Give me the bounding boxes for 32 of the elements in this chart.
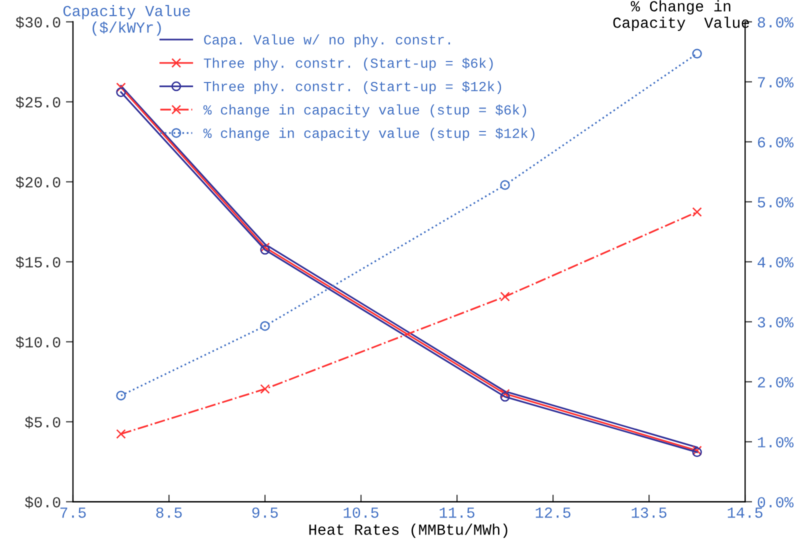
y-tick-label: $30.0: [16, 16, 60, 28]
y-tick-label: $15.0: [16, 256, 60, 268]
legend-label: Three phy. constr. (Start-up = $12k): [204, 81, 502, 94]
y2-tick-label: 8.0%: [758, 17, 794, 28]
legend-label: % change in capacity value (stup = $12k): [203, 128, 534, 141]
y-axis-title: Capacity Value ($/kWYr): [63, 5, 190, 36]
y-tick-label: $10.0: [16, 336, 60, 348]
legend-label: Capa. Value w/ no phy. constr.: [204, 34, 450, 48]
x-axis-title: Heat Rates (MMBtu/MWh): [309, 524, 508, 538]
y-tick-label: $25.0: [16, 96, 60, 108]
x-tick-label: 10.5: [344, 507, 378, 518]
y-tick-label: $5.0: [24, 416, 60, 428]
x-tick-label: 11.5: [440, 508, 474, 518]
x-tick-label: 13.5: [632, 507, 666, 518]
y-tick-label: $0.0: [24, 496, 60, 508]
x-tick-label: 8.5: [156, 507, 182, 518]
y2-tick-label: 1.0%: [758, 437, 794, 448]
legend-label: Three phy. constr. (Start-up = $6k): [204, 58, 493, 71]
x-tick-label: 12.5: [536, 507, 570, 518]
y2-tick-label: 4.0%: [758, 257, 794, 268]
y2-axis-title: % Change in Capacity Value: [613, 0, 749, 31]
y2-tick-label: 5.0%: [758, 197, 794, 208]
legend-label: % change in capacity value (stup = $6k): [203, 104, 526, 118]
y2-tick-label: 6.0%: [758, 137, 794, 148]
x-tick-label: 14.5: [728, 508, 762, 518]
y2-tick-label: 0.0%: [758, 497, 794, 508]
y2-tick-label: 7.0%: [758, 77, 794, 88]
y-tick-label: $20.0: [16, 176, 60, 188]
y2-tick-label: 3.0%: [758, 317, 794, 328]
x-tick-label: 9.5: [252, 507, 278, 518]
x-tick-label: 7.5: [60, 508, 86, 518]
y2-tick-label: 2.0%: [758, 377, 794, 388]
